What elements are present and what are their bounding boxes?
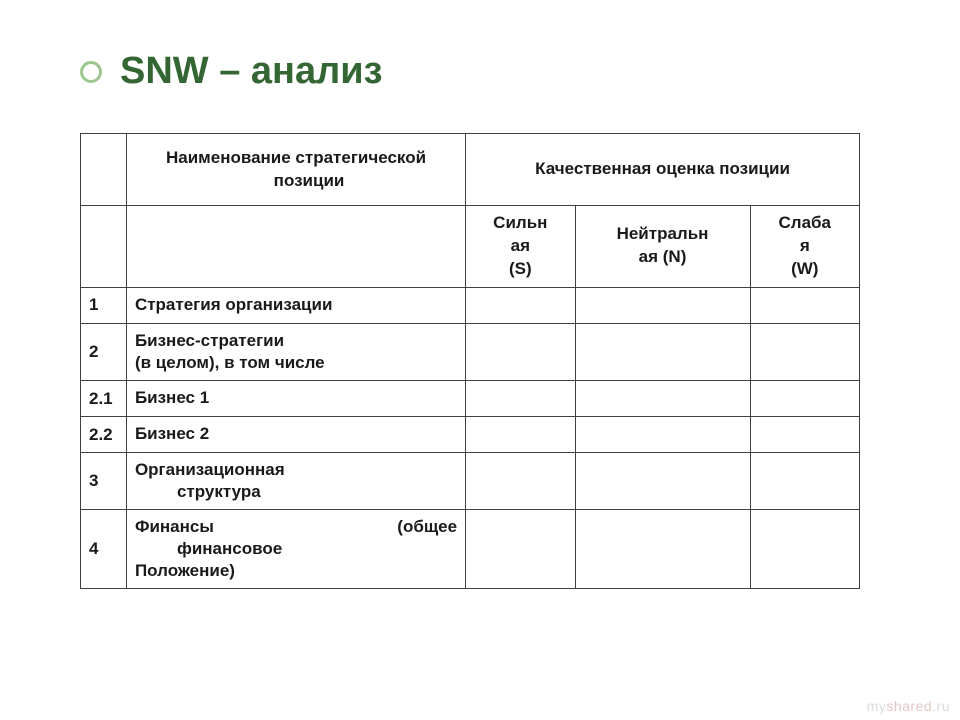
header-assessment: Качественная оценка позиции (466, 134, 860, 206)
table-row: 2.2 Бизнес 2 (81, 417, 860, 453)
cell-n (575, 323, 750, 380)
title-row: SNW – анализ (80, 50, 900, 93)
header-name: Наименование стратегической позиции (126, 134, 465, 206)
table-row: 3 Организационная структура (81, 453, 860, 510)
cell-n (575, 453, 750, 510)
table-row: 2.1 Бизнес 1 (81, 381, 860, 417)
cell-w (750, 323, 859, 380)
row-name: Финансы (общее финансовое Положение) (126, 510, 465, 589)
header-strong: Сильн ая (S) (466, 206, 575, 288)
cell-w (750, 453, 859, 510)
cell-w (750, 510, 859, 589)
header-blank-1 (81, 134, 127, 206)
cell-s (466, 453, 575, 510)
header-blank-3 (126, 206, 465, 288)
cell-n (575, 417, 750, 453)
cell-n (575, 381, 750, 417)
cell-n (575, 510, 750, 589)
cell-s (466, 381, 575, 417)
cell-w (750, 381, 859, 417)
cell-s (466, 323, 575, 380)
cell-w (750, 287, 859, 323)
row-name: Стратегия организации (126, 287, 465, 323)
slide-container: SNW – анализ Наименование стратегической… (0, 0, 960, 720)
row-num: 1 (81, 287, 127, 323)
row-name: Бизнес-стратегии (в целом), в том числе (126, 323, 465, 380)
table-row: 1 Стратегия организации (81, 287, 860, 323)
table-row: 2 Бизнес-стратегии (в целом), в том числ… (81, 323, 860, 380)
cell-s (466, 417, 575, 453)
header-weak: Слаба я (W) (750, 206, 859, 288)
row-name: Организационная структура (126, 453, 465, 510)
bullet-circle-icon (80, 61, 102, 83)
table-row: 4 Финансы (общее финансовое Положение) (81, 510, 860, 589)
row-num: 3 (81, 453, 127, 510)
row-num: 2.2 (81, 417, 127, 453)
cell-s (466, 510, 575, 589)
slide-title: SNW – анализ (120, 50, 383, 93)
header-row-2: Сильн ая (S) Нейтральн ая (N) Слаба я (W… (81, 206, 860, 288)
row-num: 2.1 (81, 381, 127, 417)
watermark: myshared.ru (867, 698, 950, 714)
header-row-1: Наименование стратегической позиции Каче… (81, 134, 860, 206)
row-num: 2 (81, 323, 127, 380)
snw-table: Наименование стратегической позиции Каче… (80, 133, 860, 589)
table-wrapper: Наименование стратегической позиции Каче… (80, 133, 900, 589)
header-neutral: Нейтральн ая (N) (575, 206, 750, 288)
row-num: 4 (81, 510, 127, 589)
cell-w (750, 417, 859, 453)
cell-n (575, 287, 750, 323)
cell-s (466, 287, 575, 323)
row-name: Бизнес 2 (126, 417, 465, 453)
header-blank-2 (81, 206, 127, 288)
row-name: Бизнес 1 (126, 381, 465, 417)
